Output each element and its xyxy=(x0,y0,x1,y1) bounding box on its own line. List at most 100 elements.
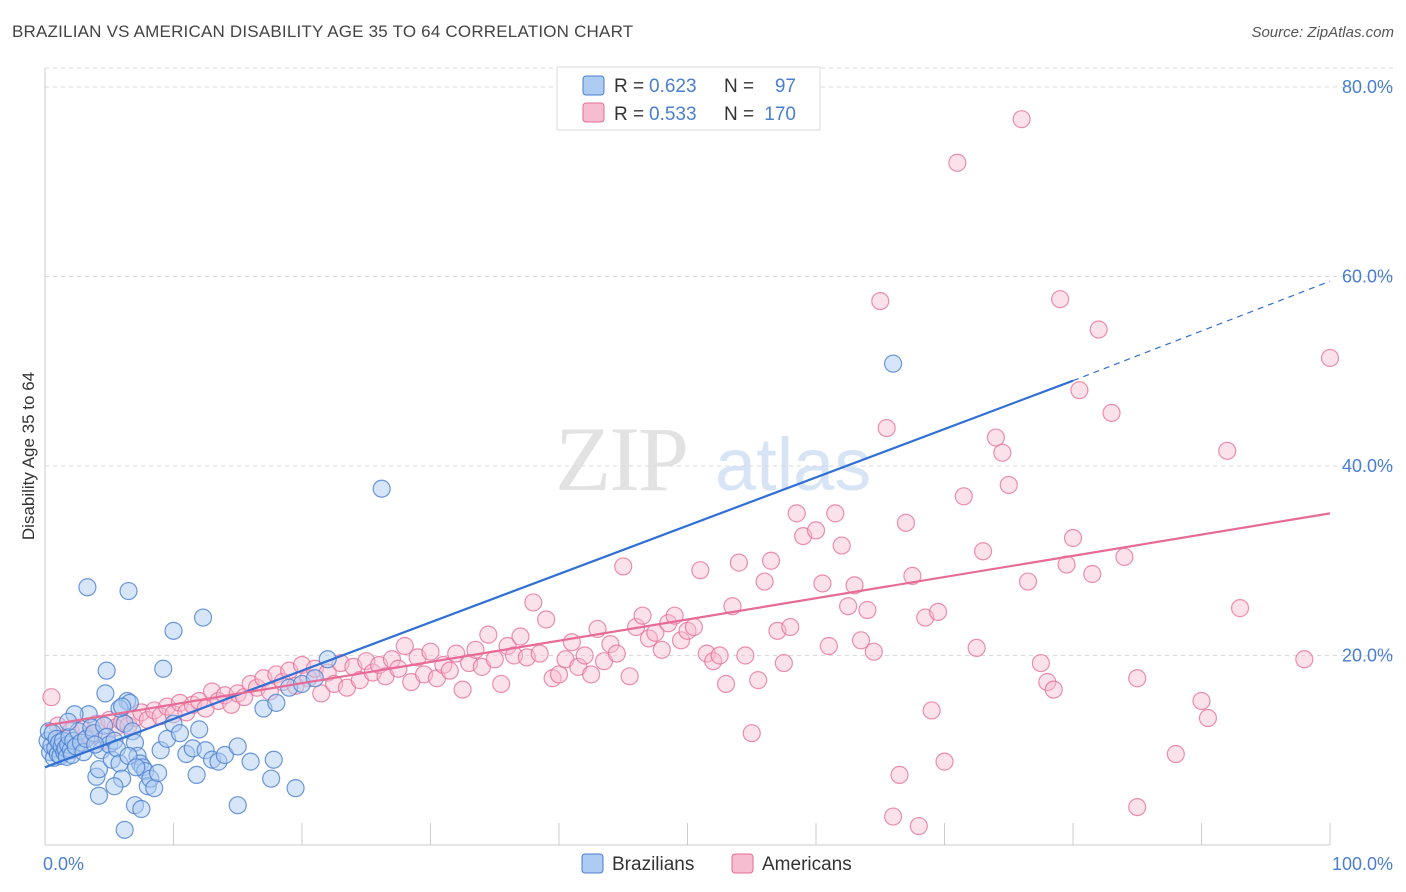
legend-n-value-2: 170 xyxy=(764,104,796,125)
americans-point xyxy=(967,638,986,658)
brazilians-point xyxy=(164,621,183,640)
americans-point xyxy=(1063,528,1083,548)
americans-point xyxy=(999,475,1018,495)
legend-n-label-1: N = xyxy=(724,76,759,97)
americans-point xyxy=(42,688,61,707)
americans-point xyxy=(1198,708,1218,728)
americans-point xyxy=(582,665,601,684)
americans-point xyxy=(1320,348,1340,368)
americans-point xyxy=(1192,691,1211,711)
y-tick-label: 40.0% xyxy=(1342,456,1393,476)
americans-point xyxy=(761,551,781,570)
americans-point xyxy=(1218,441,1237,460)
watermark: ZIP atlas xyxy=(555,408,871,510)
brazilians-point xyxy=(267,693,286,712)
americans-point xyxy=(890,765,909,784)
bottom-legend-swatch-americans xyxy=(731,853,754,874)
americans-point xyxy=(935,752,954,771)
americans-point xyxy=(1070,381,1089,400)
americans-point xyxy=(896,513,916,532)
americans-point xyxy=(729,553,749,572)
brazilians-point xyxy=(372,479,391,498)
y-tick-label: 20.0% xyxy=(1342,645,1393,665)
brazilians-point xyxy=(228,737,247,756)
americans-point xyxy=(440,661,459,680)
americans-point xyxy=(871,292,890,311)
americans-point xyxy=(864,642,883,661)
americans-point xyxy=(993,443,1012,462)
brazilians-point xyxy=(115,820,134,839)
watermark-zip: ZIP xyxy=(555,408,687,510)
americans-point xyxy=(1128,797,1147,817)
americans-point xyxy=(1038,672,1057,692)
bottom-legend: Brazilians Americans xyxy=(581,853,852,875)
brazilians-point xyxy=(154,659,173,678)
americans-point xyxy=(601,635,620,654)
americans-point xyxy=(710,646,729,665)
americans-point xyxy=(684,617,704,637)
americans-point xyxy=(492,674,511,694)
brazilians-point xyxy=(883,354,903,373)
americans-point xyxy=(819,636,838,656)
americans-point xyxy=(1089,320,1108,339)
americans-point xyxy=(903,566,922,585)
americans-point xyxy=(312,684,331,703)
x-ticks xyxy=(173,823,1331,845)
x-tick-label-min: 0.0% xyxy=(43,854,84,874)
americans-point xyxy=(575,646,594,665)
brazilians-point xyxy=(215,745,234,765)
brazilians-point xyxy=(127,758,146,777)
brazilians-point xyxy=(132,799,151,819)
americans-point xyxy=(826,504,845,523)
americans-point xyxy=(736,646,755,665)
brazilians-point xyxy=(262,769,281,788)
brazilians-point xyxy=(286,779,305,798)
brazilians-point xyxy=(112,697,132,716)
americans-point xyxy=(671,631,691,650)
americans-point xyxy=(691,561,710,580)
bottom-legend-swatch-brazilians xyxy=(581,853,604,874)
brazilians-point xyxy=(96,684,115,703)
legend-swatch-brazilians xyxy=(582,75,605,96)
legend-n-value-1: 97 xyxy=(775,76,796,97)
americans-point xyxy=(652,640,671,659)
brazilians-point xyxy=(305,669,324,688)
brazilians-point xyxy=(89,760,109,779)
americans-point xyxy=(839,597,858,616)
americans-point xyxy=(479,625,498,644)
americans-point xyxy=(395,636,414,656)
x-tick-label-max: 100.0% xyxy=(1332,854,1393,874)
y-tick-label: 80.0% xyxy=(1342,77,1393,97)
americans-point xyxy=(1051,290,1070,309)
americans-point xyxy=(755,572,774,591)
trend-lines xyxy=(44,280,1331,769)
brazilians-point xyxy=(228,796,247,815)
legend-r-value-1: 0.623 xyxy=(649,76,697,97)
brazilians-point xyxy=(241,752,260,771)
source-label: Source: ZipAtlas.com xyxy=(1251,24,1394,41)
brazilians-point xyxy=(193,608,213,627)
americans-point xyxy=(832,536,851,555)
americans-point xyxy=(749,671,768,690)
americans-point xyxy=(954,487,973,506)
americans-point xyxy=(1031,653,1050,673)
americans-point xyxy=(530,644,549,663)
americans-point xyxy=(851,631,871,650)
brazilians-point xyxy=(148,763,168,783)
americans-point xyxy=(511,627,530,646)
brazilians-point xyxy=(105,777,124,796)
legend-r-label-1: R = xyxy=(614,76,649,97)
brazilians-point xyxy=(89,786,109,805)
brazilians-point xyxy=(170,724,190,743)
americans-point xyxy=(973,542,993,561)
legend-n-label-2: N = xyxy=(724,104,759,125)
americans-point xyxy=(1102,403,1121,423)
americans-point xyxy=(742,724,761,743)
brazilians-point xyxy=(97,661,116,680)
legend-r-value-2: 0.533 xyxy=(649,104,697,125)
americans-point xyxy=(716,674,736,694)
gridlines xyxy=(45,67,1393,656)
brazilians-points xyxy=(38,354,903,839)
americans-point xyxy=(781,617,800,637)
